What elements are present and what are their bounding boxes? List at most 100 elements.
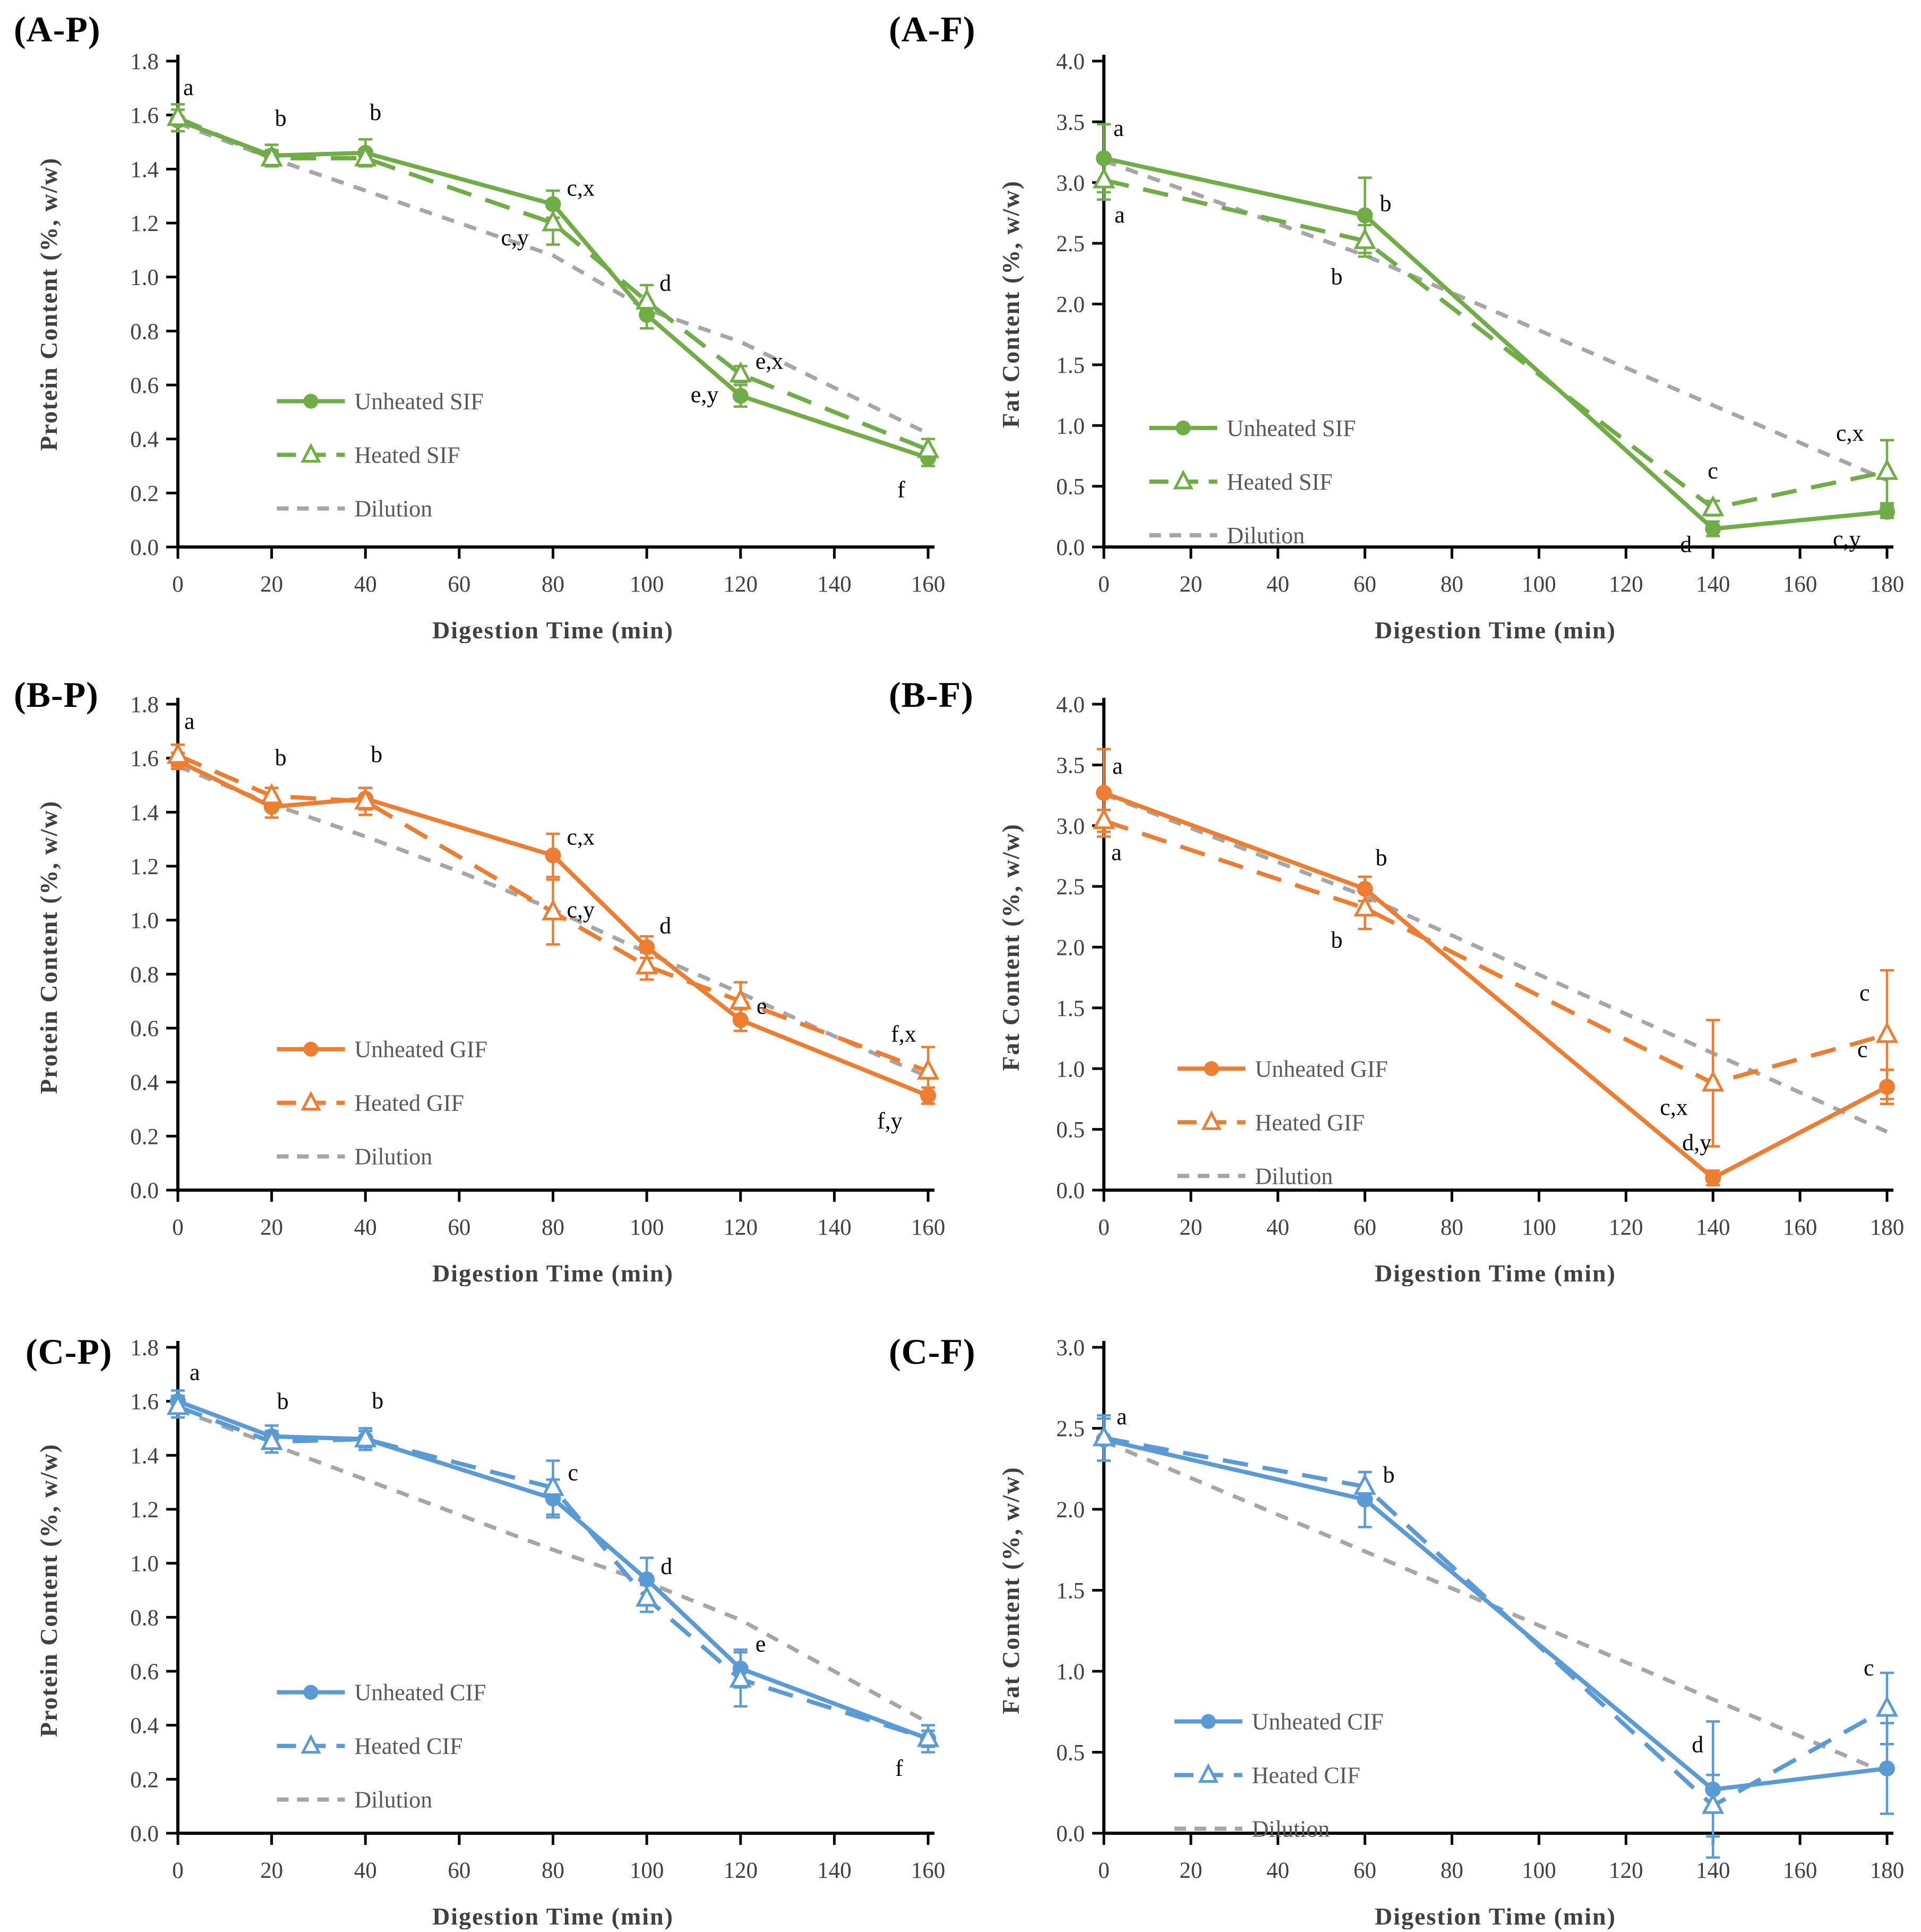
panel-a-f: (A-F) 0.0 0.5 1.0 1.5 2.0 2.5 3.0 3.5 4.0 0 20 40 60… bbox=[889, 0, 1921, 644]
x-tick-label: 40 bbox=[1266, 572, 1289, 597]
legend-label: Dilution bbox=[355, 496, 433, 522]
x-tick-label: 40 bbox=[354, 572, 377, 597]
legend-label: Heated GIF bbox=[355, 1090, 465, 1116]
series-dilution bbox=[177, 1407, 929, 1724]
y-tick-label: 3.0 bbox=[1056, 1336, 1085, 1361]
series-dilution bbox=[1103, 1439, 1888, 1775]
legend-label: Dilution bbox=[1252, 1816, 1330, 1842]
significance-letter: f bbox=[895, 1755, 903, 1781]
y-tick-label: 1.8 bbox=[130, 693, 159, 717]
x-tick-label: 0 bbox=[1098, 1858, 1110, 1883]
legend: Unheated GIF Heated GIF Dilution bbox=[1177, 1056, 1388, 1189]
significance-letter: a bbox=[184, 708, 195, 734]
legend-label: Heated SIF bbox=[355, 442, 460, 468]
chart-svg-B-P: 0.0 0.2 0.4 0.6 0.8 1.0 1.2 1.4 1.6 1.8 0 20 40 60 80 1… bbox=[35, 693, 945, 1287]
significance-letter: c,y bbox=[501, 225, 529, 251]
series-unheated-gif bbox=[1096, 748, 1895, 1187]
x-tick-label: 140 bbox=[1696, 572, 1730, 597]
x-tick-label: 20 bbox=[1179, 1858, 1202, 1883]
significance-letter: b bbox=[372, 1388, 383, 1414]
x-tick-label: 40 bbox=[1266, 1858, 1289, 1883]
significance-letter: c bbox=[1864, 1655, 1874, 1681]
significance-letter: a bbox=[1113, 115, 1124, 141]
line-chart-c-f: 0.0 0.5 1.0 1.5 2.0 2.5 3.0 0 20 40 60 80 100 120 140 1… bbox=[960, 1286, 1921, 1930]
y-tick-label: 1.0 bbox=[130, 1552, 159, 1577]
y-tick-label: 1.0 bbox=[1056, 1057, 1085, 1082]
significance-letter: e bbox=[756, 1631, 766, 1657]
x-axis-title: Digestion Time (min) bbox=[1375, 617, 1616, 643]
y-tick-label: 1.0 bbox=[1056, 1660, 1085, 1685]
y-tick-label: 2.0 bbox=[1056, 1498, 1085, 1523]
y-tick-label: 1.5 bbox=[1056, 1579, 1085, 1604]
y-tick-label: 2.0 bbox=[1056, 936, 1085, 961]
y-tick-label: 0.5 bbox=[1056, 475, 1085, 500]
series-dilution bbox=[1103, 159, 1888, 482]
y-tick-label: 3.0 bbox=[1056, 814, 1085, 839]
x-tick-label: 160 bbox=[1783, 1858, 1817, 1883]
significance-letter: c bbox=[1708, 458, 1718, 484]
x-tick-label: 100 bbox=[630, 572, 664, 597]
y-tick-label: 0.0 bbox=[130, 1822, 159, 1846]
y-tick-label: 0.4 bbox=[130, 1071, 159, 1096]
axes: 0.0 0.5 1.0 1.5 2.0 2.5 3.0 0 20 40 60 80 100 120 140 1… bbox=[1056, 1336, 1904, 1883]
y-tick-label: 0.8 bbox=[130, 1605, 159, 1630]
x-axis-title: Digestion Time (min) bbox=[1375, 1260, 1616, 1286]
y-tick-label: 1.6 bbox=[130, 747, 159, 772]
y-tick-label: 0.0 bbox=[1056, 1822, 1085, 1846]
y-tick-label: 0.8 bbox=[130, 962, 159, 987]
significance-letter: b bbox=[1380, 191, 1392, 217]
y-tick-label: 1.6 bbox=[130, 1390, 159, 1415]
x-tick-label: 140 bbox=[817, 572, 852, 597]
y-tick-label: 0.5 bbox=[1056, 1118, 1085, 1143]
y-tick-label: 1.0 bbox=[130, 909, 159, 934]
axes: 0.0 0.2 0.4 0.6 0.8 1.0 1.2 1.4 1.6 1.8 0 20 40 60 80 1… bbox=[130, 693, 945, 1240]
significance-letter: b bbox=[1331, 264, 1343, 290]
legend: Unheated GIF Heated GIF Dilution bbox=[277, 1037, 487, 1170]
y-tick-label: 1.0 bbox=[1056, 414, 1085, 439]
axes: 0.0 0.2 0.4 0.6 0.8 1.0 1.2 1.4 1.6 1.8 0 20 40 60 80 1… bbox=[130, 49, 945, 597]
x-tick-label: 140 bbox=[1696, 1858, 1730, 1883]
x-tick-label: 120 bbox=[724, 1858, 758, 1883]
legend-label: Dilution bbox=[1255, 1163, 1333, 1189]
y-tick-label: 0.5 bbox=[1056, 1741, 1085, 1766]
x-tick-label: 100 bbox=[1522, 572, 1556, 597]
y-tick-label: 2.5 bbox=[1056, 875, 1085, 900]
significance-letter: d bbox=[659, 913, 671, 939]
panel-label-b-f: (B-F) bbox=[889, 674, 974, 715]
significance-letter: e,y bbox=[691, 381, 719, 407]
significance-letter: c,x bbox=[1660, 1095, 1688, 1121]
y-axis-title: Protein Content (%, w/w) bbox=[35, 800, 62, 1094]
y-tick-label: 0.4 bbox=[130, 1714, 159, 1739]
x-tick-label: 80 bbox=[1440, 572, 1463, 597]
legend: Unheated CIF Heated CIF Dilution bbox=[277, 1680, 486, 1813]
panel-label-a-f: (A-F) bbox=[889, 9, 976, 49]
y-axis-title: Fat Content (%, w/w) bbox=[997, 1466, 1024, 1714]
legend-label: Heated CIF bbox=[355, 1733, 463, 1759]
significance-letter: a bbox=[1117, 1404, 1127, 1430]
significance-letter: c,x bbox=[567, 175, 595, 201]
significance-letter: b bbox=[1376, 845, 1387, 871]
x-tick-label: 80 bbox=[1440, 1858, 1463, 1883]
chart-svg-A-F: 0.0 0.5 1.0 1.5 2.0 2.5 3.0 3.5 4.0 0 20 40 60 80 100 1… bbox=[997, 49, 1904, 644]
panel-b-p: (B-P) 0.0 0.2 0.4 0.6 0.8 1.0 1.2 1.4 1.6 1.8 0 20 4… bbox=[0, 643, 960, 1287]
y-tick-label: 0.8 bbox=[130, 319, 159, 344]
y-tick-label: 0.4 bbox=[130, 428, 159, 452]
significance-letter: f,x bbox=[891, 1021, 916, 1047]
significance-letter: c bbox=[568, 1459, 579, 1485]
x-tick-label: 140 bbox=[1696, 1215, 1730, 1240]
y-tick-label: 2.0 bbox=[1056, 293, 1085, 318]
significance-letter: f,y bbox=[877, 1108, 903, 1134]
significance-letter: a bbox=[1114, 202, 1125, 228]
x-tick-label: 40 bbox=[354, 1858, 377, 1883]
y-tick-label: 0.2 bbox=[130, 1767, 159, 1792]
y-tick-label: 3.5 bbox=[1056, 753, 1085, 778]
y-tick-label: 1.4 bbox=[130, 157, 159, 182]
x-tick-label: 0 bbox=[1098, 1215, 1110, 1240]
panel-label-a-p: (A-P) bbox=[14, 9, 101, 49]
y-tick-label: 0.0 bbox=[130, 535, 159, 560]
significance-letter: d bbox=[661, 1553, 672, 1579]
line-chart-b-p: 0.0 0.2 0.4 0.6 0.8 1.0 1.2 1.4 1.6 1.8 0 20 40 60 80 1… bbox=[0, 643, 960, 1287]
axes: 0.0 0.5 1.0 1.5 2.0 2.5 3.0 3.5 4.0 0 20 40 60 80 100 1… bbox=[1056, 49, 1904, 597]
x-tick-label: 60 bbox=[448, 572, 470, 597]
significance-letter: b bbox=[1331, 927, 1343, 953]
